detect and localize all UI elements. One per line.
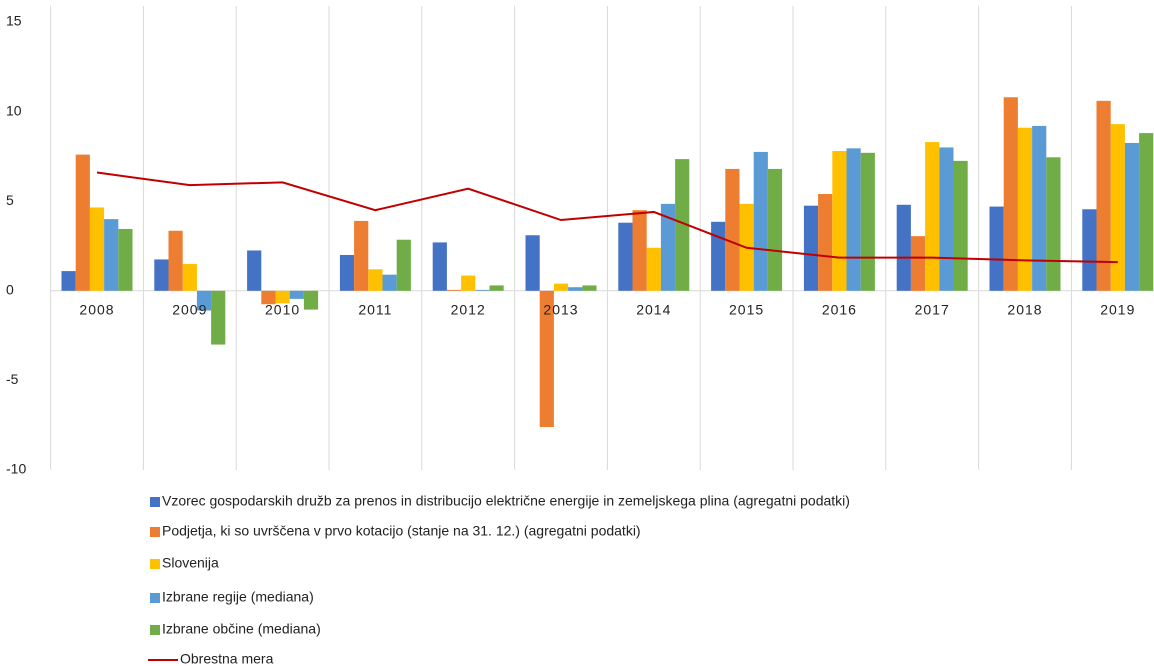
bar — [711, 221, 726, 291]
legend-label: Slovenija — [162, 555, 219, 571]
x-tick-label: 2008 — [79, 302, 114, 318]
bar — [860, 152, 875, 291]
x-tick-label: 2017 — [915, 302, 950, 318]
legend-marker — [150, 625, 160, 635]
legend-marker — [150, 559, 160, 569]
legend-marker — [150, 593, 160, 603]
bar — [553, 283, 569, 291]
y-tick-label: 5 — [6, 192, 14, 208]
bar — [939, 147, 954, 291]
bar — [539, 290, 554, 427]
bar — [1110, 124, 1125, 291]
bar — [396, 239, 411, 291]
bar — [247, 250, 262, 291]
bar — [168, 230, 183, 291]
bar — [1139, 133, 1154, 291]
bar — [475, 289, 490, 291]
bar — [1032, 125, 1047, 291]
legend-label: Podjetja, ki so uvrščena v prvo kotacijo… — [162, 523, 641, 539]
bar — [118, 228, 133, 291]
bar — [339, 254, 355, 291]
bar — [1003, 97, 1018, 291]
bar — [1046, 157, 1061, 291]
bar — [753, 151, 768, 291]
bar — [104, 219, 119, 291]
bar — [846, 148, 861, 291]
bar — [953, 160, 968, 291]
bar — [1096, 100, 1111, 291]
bar — [646, 247, 661, 291]
x-tick-label: 2015 — [729, 302, 764, 318]
bar — [660, 203, 676, 291]
x-tick-label: 2009 — [172, 302, 207, 318]
y-tick-label: 10 — [6, 102, 22, 118]
bar — [618, 222, 633, 291]
bar — [275, 290, 290, 304]
legend-marker — [150, 527, 160, 537]
bar — [61, 271, 76, 291]
bar — [211, 290, 226, 345]
bar — [446, 289, 462, 291]
bar — [767, 168, 783, 291]
y-tick-label: 0 — [6, 282, 14, 298]
bar — [896, 204, 911, 291]
bar — [632, 210, 647, 291]
x-tick-label: 2011 — [358, 302, 392, 318]
bar — [910, 236, 926, 291]
bar — [725, 168, 740, 291]
x-tick-label: 2018 — [1007, 302, 1042, 318]
bar — [1017, 127, 1033, 291]
x-tick-label: 2013 — [543, 302, 578, 318]
bar — [1124, 142, 1140, 291]
y-tick-label: 15 — [6, 13, 22, 29]
x-tick-label: 2016 — [822, 302, 857, 318]
bar — [382, 274, 397, 291]
bar — [289, 290, 304, 299]
bar — [925, 142, 940, 291]
legend-label: Izbrane regije (mediana) — [162, 589, 314, 605]
bar — [196, 290, 212, 311]
bar — [89, 207, 105, 291]
bar — [154, 259, 169, 291]
bar — [75, 154, 90, 291]
bar — [432, 242, 447, 291]
y-tick-label: -10 — [6, 461, 26, 477]
bar — [568, 287, 583, 291]
y-tick-label: -5 — [6, 371, 19, 387]
x-tick-label: 2010 — [265, 302, 300, 318]
bar — [354, 220, 369, 291]
bar — [1082, 209, 1097, 291]
bar — [525, 235, 540, 291]
x-tick-label: 2019 — [1100, 302, 1135, 318]
line — [96, 171, 1118, 264]
bar — [989, 206, 1004, 291]
bar — [461, 275, 476, 291]
bar — [803, 205, 819, 291]
legend-marker — [150, 497, 160, 507]
bar — [182, 263, 197, 291]
x-tick-label: 2012 — [451, 302, 486, 318]
legend-label: Obrestna mera — [180, 651, 274, 666]
bar — [368, 269, 383, 291]
legend-label: Vzorec gospodarskih družb za prenos in d… — [162, 493, 850, 509]
bar — [489, 285, 504, 291]
bar — [818, 194, 833, 291]
bar — [303, 290, 319, 310]
bar — [675, 159, 690, 291]
bar — [582, 285, 597, 291]
bar — [261, 290, 276, 305]
bar — [832, 151, 847, 291]
legend-label: Izbrane občine (mediana) — [162, 621, 321, 637]
x-tick-label: 2014 — [636, 302, 671, 318]
